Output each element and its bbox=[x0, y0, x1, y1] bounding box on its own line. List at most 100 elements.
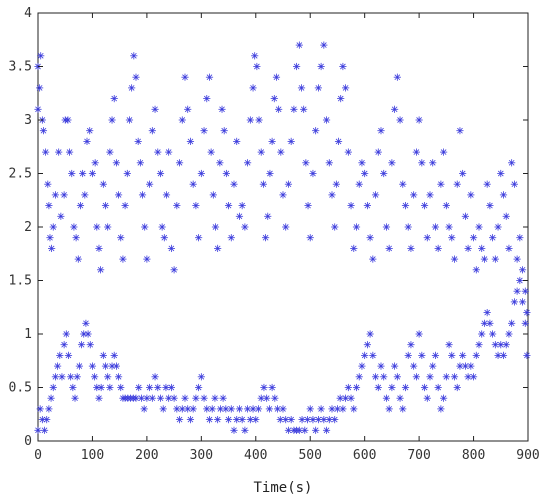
data-point bbox=[209, 191, 217, 199]
data-point bbox=[259, 180, 267, 188]
data-point bbox=[186, 416, 195, 424]
data-point bbox=[110, 351, 118, 359]
data-point bbox=[76, 202, 85, 210]
data-point bbox=[499, 351, 508, 359]
data-point bbox=[218, 105, 226, 113]
data-point bbox=[34, 426, 42, 434]
data-point bbox=[459, 169, 467, 178]
data-point bbox=[339, 62, 347, 71]
y-axis: 0 0.5 1 1.5 2 2.5 3 3.5 4 bbox=[9, 6, 528, 449]
data-point bbox=[134, 137, 142, 145]
x-tick-label: 400 bbox=[244, 448, 267, 463]
data-point bbox=[62, 330, 70, 338]
data-point bbox=[45, 405, 53, 413]
data-point bbox=[84, 330, 92, 338]
data-point bbox=[167, 244, 175, 252]
data-point bbox=[42, 148, 50, 156]
data-point bbox=[350, 405, 358, 413]
data-point bbox=[302, 159, 310, 167]
data-point bbox=[70, 223, 78, 231]
data-point bbox=[418, 159, 426, 167]
data-point bbox=[195, 234, 203, 242]
data-point bbox=[393, 373, 401, 381]
data-point bbox=[165, 148, 173, 156]
data-point bbox=[475, 341, 483, 349]
data-point bbox=[211, 223, 220, 231]
data-point bbox=[374, 148, 382, 156]
y-tick-label: 2 bbox=[24, 220, 32, 235]
data-point bbox=[192, 394, 200, 402]
data-point bbox=[320, 416, 328, 424]
data-point bbox=[342, 84, 350, 92]
data-point bbox=[453, 180, 461, 188]
data-point bbox=[249, 84, 257, 92]
x-axis: 0 100 200 300 400 500 600 700 800 900 bbox=[34, 13, 540, 463]
data-point bbox=[175, 416, 184, 424]
data-point bbox=[461, 362, 469, 370]
x-tick-label: 200 bbox=[135, 448, 158, 463]
data-point bbox=[71, 394, 79, 402]
data-point bbox=[99, 180, 107, 188]
data-point bbox=[156, 169, 165, 178]
data-point bbox=[121, 202, 129, 210]
data-point bbox=[128, 84, 136, 92]
data-point bbox=[220, 127, 228, 135]
data-point bbox=[114, 191, 123, 199]
data-point bbox=[146, 383, 154, 392]
data-point bbox=[251, 52, 259, 60]
data-point bbox=[60, 341, 68, 349]
data-point bbox=[197, 169, 205, 178]
data-point bbox=[508, 319, 516, 327]
data-point bbox=[420, 202, 429, 210]
data-point bbox=[344, 383, 352, 392]
data-point bbox=[445, 341, 453, 349]
data-points bbox=[34, 41, 531, 434]
data-point bbox=[136, 159, 144, 167]
data-point bbox=[205, 73, 214, 81]
data-point bbox=[101, 362, 110, 370]
data-point bbox=[261, 234, 270, 242]
data-point bbox=[429, 362, 437, 370]
data-point bbox=[426, 373, 434, 381]
data-point bbox=[467, 362, 475, 370]
data-point bbox=[352, 223, 361, 231]
data-point bbox=[119, 255, 127, 263]
data-point bbox=[110, 95, 118, 103]
data-point bbox=[510, 180, 518, 188]
data-point bbox=[306, 234, 314, 242]
x-tick-label: 600 bbox=[353, 448, 376, 463]
data-point bbox=[371, 373, 380, 381]
data-point bbox=[51, 191, 60, 199]
data-point bbox=[328, 191, 336, 199]
data-point bbox=[108, 116, 116, 124]
data-point bbox=[380, 169, 388, 178]
data-point bbox=[39, 127, 48, 135]
data-point bbox=[426, 191, 434, 199]
data-point bbox=[505, 244, 513, 252]
data-point bbox=[431, 223, 440, 231]
data-point bbox=[178, 116, 186, 124]
data-point bbox=[521, 319, 529, 327]
data-point bbox=[57, 212, 65, 220]
data-point bbox=[523, 309, 531, 317]
data-point bbox=[81, 191, 89, 199]
data-point bbox=[238, 202, 246, 210]
data-point bbox=[467, 191, 475, 199]
data-point bbox=[211, 394, 219, 402]
data-point bbox=[486, 202, 494, 210]
data-point bbox=[497, 341, 505, 349]
data-point bbox=[47, 394, 55, 402]
data-point bbox=[497, 169, 505, 178]
data-point bbox=[197, 373, 205, 381]
data-point bbox=[195, 383, 203, 392]
data-point bbox=[418, 351, 426, 359]
data-point bbox=[233, 137, 241, 145]
data-point bbox=[410, 191, 418, 199]
y-tick-label: 3.5 bbox=[9, 60, 32, 75]
data-point bbox=[54, 362, 62, 370]
data-point bbox=[282, 223, 290, 231]
data-point bbox=[132, 394, 140, 402]
data-point bbox=[95, 394, 103, 402]
data-point bbox=[382, 223, 391, 231]
data-point bbox=[186, 137, 195, 145]
